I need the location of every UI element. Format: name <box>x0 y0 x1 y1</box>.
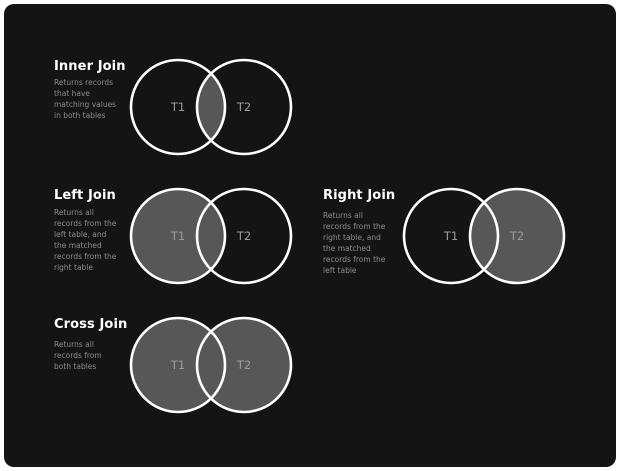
left-join-t1-label: T1 <box>170 229 185 243</box>
right-join-t1-label: T1 <box>443 229 458 243</box>
cross-join-t2-fill <box>197 318 291 412</box>
inner-join-t2-label: T2 <box>236 100 251 114</box>
left-join-t1-circle <box>129 187 227 285</box>
inner-join-title: Inner Join <box>54 59 126 74</box>
cross-join-t1-circle <box>129 316 227 414</box>
cross-join-t1-label: T1 <box>170 358 185 372</box>
inner-join-venn: T1 T2 <box>129 58 293 156</box>
right-join-t2-fill <box>470 189 564 283</box>
right-join-t2-label: T2 <box>509 229 524 243</box>
right-join-title: Right Join <box>323 188 396 203</box>
left-join-venn: T1 T2 <box>129 187 293 285</box>
inner-join-t2-circle <box>195 58 293 156</box>
inner-join-description: Returns records that have matching value… <box>54 78 117 120</box>
joins-diagram-card: Inner Join Returns records that have mat… <box>4 4 616 467</box>
cross-join-venn: T1 T2 <box>129 316 293 414</box>
right-join-venn: T1 T2 <box>402 187 566 285</box>
inner-join-t1-circle <box>129 58 227 156</box>
right-join-t1-circle <box>402 187 500 285</box>
cross-join-t1-fill <box>131 318 225 412</box>
cross-join-title: Cross Join <box>54 317 128 332</box>
cross-join-t2-label: T2 <box>236 358 251 372</box>
inner-join-t1-label: T1 <box>170 100 185 114</box>
cross-join-t2-circle <box>195 316 293 414</box>
left-join-t2-circle <box>195 187 293 285</box>
left-join-t2-label: T2 <box>236 229 251 243</box>
left-join-t1-fill <box>131 189 225 283</box>
right-join-description: Returns all records from the right table… <box>323 211 386 275</box>
right-join-t2-circle <box>468 187 566 285</box>
left-join-title: Left Join <box>54 188 116 203</box>
cross-join-description: Returns all records from both tables <box>54 340 102 371</box>
left-join-description: Returns all records from the left table,… <box>54 208 117 272</box>
